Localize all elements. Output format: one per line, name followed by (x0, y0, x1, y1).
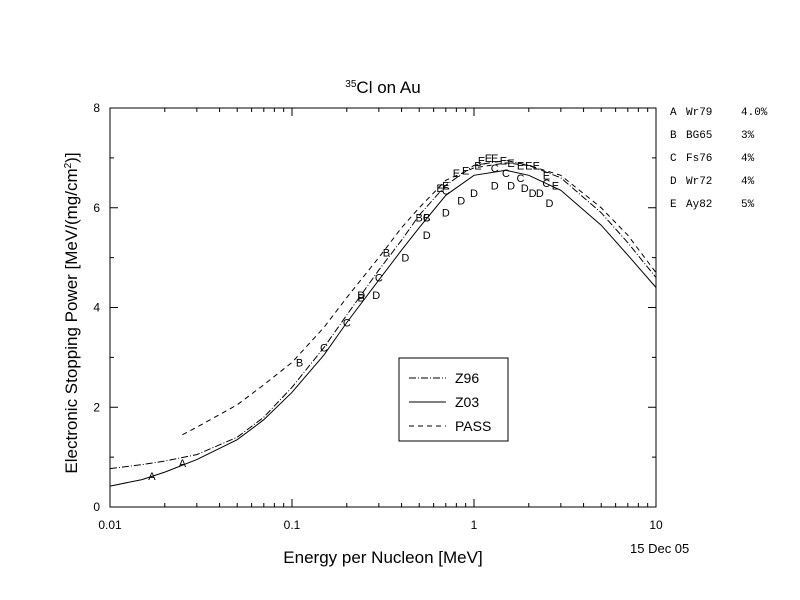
data-point-e: E (552, 180, 559, 192)
legend-label-z03: Z03 (455, 394, 479, 410)
x-axis-label: Energy per Nucleon [MeV] (283, 548, 482, 567)
data-point-b: B (416, 213, 423, 225)
data-point-d: D (529, 188, 537, 200)
x-tick-label: 0.01 (98, 518, 122, 532)
data-point-a: A (148, 471, 156, 483)
ref-error-b: 3% (741, 130, 755, 142)
curve-z03 (109, 169, 657, 487)
y-tick-label: 0 (93, 500, 100, 514)
ref-error-e: 5% (741, 199, 755, 211)
data-point-d: D (401, 253, 409, 265)
ref-source-d: Wr72 (686, 176, 712, 188)
data-point-e: E (525, 160, 532, 172)
data-point-d: D (521, 183, 529, 195)
curve-z96 (109, 159, 657, 470)
data-point-d: D (442, 208, 450, 220)
data-point-c: C (423, 213, 431, 225)
y-tick-label: 2 (93, 400, 100, 414)
reference-legend: A Wr79 4.0% B BG65 3% C Fs76 4% D Wr72 4% E Ay82 5% (670, 107, 768, 211)
data-point-e: E (485, 153, 492, 165)
ref-marker-a: A (670, 107, 677, 119)
data-point-c: C (491, 163, 499, 175)
data-point-d: D (372, 290, 380, 302)
ref-marker-b: B (670, 130, 677, 142)
data-point-e: E (453, 168, 460, 180)
data-point-d: D (546, 198, 554, 210)
y-axis-label-end: )] (62, 152, 81, 162)
chart-title-superscript: 35 (345, 79, 357, 90)
data-point-c: C (502, 168, 510, 180)
ref-source-e: Ay82 (686, 199, 712, 211)
data-point-e: E (533, 160, 540, 172)
plot-frame (109, 107, 657, 508)
data-point-d: D (536, 188, 544, 200)
x-tick-label: 10 (649, 518, 663, 532)
data-point-e: E (543, 170, 550, 182)
curve-legend: Z96 Z03 PASS (398, 357, 509, 442)
ref-error-a: 4.0% (741, 107, 768, 119)
y-axis-label-main: Electronic Stopping Power [MeV/(mg/cm (62, 168, 81, 473)
ref-marker-d: D (670, 176, 677, 188)
data-point-b: B (296, 357, 303, 369)
data-point-d: D (357, 290, 365, 302)
data-point-c: C (542, 178, 550, 190)
ref-marker-c: C (670, 153, 677, 165)
x-tick-label: 0.1 (284, 518, 301, 532)
axis-tick-labels: 0.01 0.1 1 10 0 2 4 6 8 (93, 101, 663, 532)
data-point-d: D (457, 195, 465, 207)
data-point-d: D (491, 180, 499, 192)
data-point-e: E (436, 183, 443, 195)
data-point-c: C (320, 342, 328, 354)
ref-marker-e: E (670, 199, 677, 211)
chart-title: 35Cl on Au (345, 78, 420, 97)
data-point-e: E (474, 160, 481, 172)
legend-label-pass: PASS (455, 418, 491, 434)
date-stamp: 15 Dec 05 (630, 541, 690, 556)
data-point-e: E (517, 160, 524, 172)
y-tick-label: 8 (93, 101, 100, 115)
curve-layer (109, 159, 657, 487)
axis-ticks (109, 107, 657, 508)
ref-source-a: Wr79 (686, 107, 712, 119)
data-point-d: D (423, 230, 431, 242)
x-tick-label: 1 (471, 518, 478, 532)
data-point-d: D (470, 188, 478, 200)
data-point-a: A (179, 458, 187, 470)
data-point-d: D (507, 180, 515, 192)
data-point-e: E (478, 155, 485, 167)
y-tick-label: 4 (93, 301, 100, 315)
y-axis-label: Electronic Stopping Power [MeV/(mg/cm2)] (62, 152, 81, 473)
data-point-e: E (442, 180, 449, 192)
data-point-b: B (423, 213, 430, 225)
data-point-b: B (383, 248, 390, 260)
data-point-c: C (343, 318, 351, 330)
data-point-e: E (491, 153, 498, 165)
ref-source-b: BG65 (686, 130, 712, 142)
data-point-c: C (442, 185, 450, 197)
y-tick-label: 6 (93, 201, 100, 215)
y-axis-label-superscript: 2 (63, 162, 74, 168)
data-point-b: B (358, 293, 365, 305)
ref-error-d: 4% (741, 176, 755, 188)
ref-error-c: 4% (741, 153, 755, 165)
chart-title-text: Cl on Au (356, 78, 420, 97)
legend-label-z96: Z96 (455, 370, 479, 386)
data-point-e: E (500, 155, 507, 167)
data-point-e: E (507, 158, 514, 170)
curve-legend-frame (398, 357, 509, 442)
data-point-c: C (375, 273, 383, 285)
data-point-e: E (462, 165, 469, 177)
data-point-c: C (517, 173, 525, 185)
curve-pass (182, 162, 657, 436)
ref-source-c: Fs76 (686, 153, 712, 165)
